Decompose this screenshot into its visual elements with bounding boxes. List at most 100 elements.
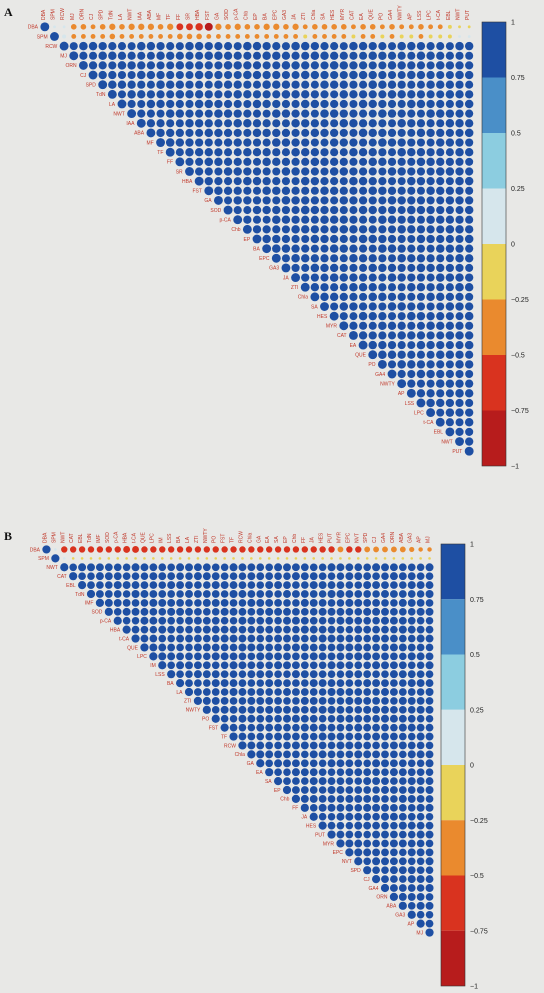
correlation-circle xyxy=(354,848,363,857)
correlation-circle xyxy=(354,768,363,777)
correlation-circle xyxy=(292,625,300,634)
correlation-circle xyxy=(445,302,455,311)
correlation-circle xyxy=(310,546,317,553)
correlation-circle xyxy=(345,572,354,581)
correlation-circle xyxy=(204,157,214,167)
correlation-circle xyxy=(300,696,309,705)
correlation-circle xyxy=(104,572,113,581)
correlation-circle xyxy=(211,581,220,590)
correlation-circle xyxy=(202,607,211,616)
column-label: t-CA xyxy=(436,9,442,20)
correlation-circle xyxy=(363,679,372,688)
color-scale-tick-label: 0.5 xyxy=(470,652,480,659)
correlation-circle xyxy=(390,777,398,785)
correlation-circle xyxy=(167,625,176,634)
correlation-circle xyxy=(247,634,256,643)
correlation-circle xyxy=(336,616,345,625)
correlation-circle xyxy=(388,331,397,340)
correlation-circle xyxy=(185,670,193,678)
correlation-circle xyxy=(220,616,229,625)
correlation-circle xyxy=(445,148,454,157)
correlation-circle xyxy=(336,670,345,678)
correlation-circle xyxy=(131,599,140,607)
correlation-circle xyxy=(416,292,425,301)
correlation-circle xyxy=(407,244,416,253)
correlation-circle xyxy=(445,128,454,138)
correlation-circle xyxy=(345,821,354,830)
correlation-circle xyxy=(465,61,474,70)
correlation-circle xyxy=(220,688,229,696)
correlation-circle xyxy=(339,119,349,128)
correlation-circle xyxy=(265,634,273,643)
correlation-circle xyxy=(88,41,98,51)
correlation-circle xyxy=(185,581,193,589)
correlation-circle xyxy=(336,661,345,670)
correlation-circle xyxy=(447,24,452,29)
correlation-circle xyxy=(310,225,320,234)
correlation-circle xyxy=(202,643,211,652)
correlation-circle xyxy=(378,331,387,340)
correlation-circle xyxy=(252,90,262,99)
column-label: SR xyxy=(185,13,191,20)
correlation-circle xyxy=(131,590,140,598)
correlation-circle xyxy=(397,61,406,70)
correlation-circle xyxy=(175,99,184,109)
correlation-circle xyxy=(274,572,282,581)
correlation-circle xyxy=(464,148,474,157)
correlation-circle xyxy=(109,23,116,30)
row-label: p-CA xyxy=(219,218,231,224)
correlation-circle xyxy=(310,167,319,176)
correlation-circle xyxy=(292,581,300,589)
correlation-circle xyxy=(243,70,252,80)
correlation-circle xyxy=(301,80,310,89)
correlation-circle xyxy=(87,546,95,553)
correlation-circle xyxy=(302,24,308,30)
correlation-circle xyxy=(256,616,265,625)
correlation-circle xyxy=(312,34,318,39)
correlation-circle xyxy=(117,51,127,60)
correlation-circle xyxy=(372,777,381,786)
correlation-circle xyxy=(327,803,336,812)
correlation-circle xyxy=(127,51,136,60)
correlation-circle xyxy=(436,196,445,205)
correlation-circle xyxy=(252,234,262,244)
correlation-circle xyxy=(262,51,271,60)
correlation-circle xyxy=(238,732,247,741)
correlation-circle xyxy=(274,581,283,590)
correlation-circle xyxy=(329,273,339,282)
correlation-circle xyxy=(223,109,233,118)
correlation-circle xyxy=(426,369,435,379)
correlation-circle xyxy=(176,625,184,634)
correlation-circle xyxy=(416,225,426,234)
correlation-circle xyxy=(416,379,426,388)
correlation-circle xyxy=(426,225,435,234)
column-label: NWT xyxy=(128,9,134,20)
correlation-circle xyxy=(426,167,435,176)
correlation-circle xyxy=(131,581,140,590)
correlation-circle xyxy=(252,61,262,70)
correlation-circle xyxy=(238,581,247,589)
correlation-circle xyxy=(220,652,229,661)
correlation-circle xyxy=(193,616,202,625)
correlation-circle xyxy=(407,857,416,866)
correlation-circle xyxy=(211,643,220,652)
correlation-circle xyxy=(455,109,464,118)
correlation-circle xyxy=(233,61,242,70)
correlation-circle xyxy=(194,679,202,687)
row-label: Chb xyxy=(231,227,240,233)
correlation-circle xyxy=(445,379,455,388)
correlation-circle xyxy=(339,167,349,176)
correlation-circle xyxy=(185,572,193,580)
correlation-circle xyxy=(193,643,202,652)
correlation-circle xyxy=(283,679,291,687)
correlation-circle xyxy=(292,777,300,785)
correlation-circle xyxy=(436,205,445,215)
correlation-circle xyxy=(274,652,283,661)
correlation-circle xyxy=(445,196,455,205)
correlation-circle xyxy=(397,196,406,205)
color-scale-tick-label: 0.75 xyxy=(511,75,525,82)
row-label: JA xyxy=(301,815,308,821)
correlation-circle xyxy=(436,350,445,359)
correlation-circle xyxy=(156,70,165,80)
correlation-circle xyxy=(185,80,194,89)
